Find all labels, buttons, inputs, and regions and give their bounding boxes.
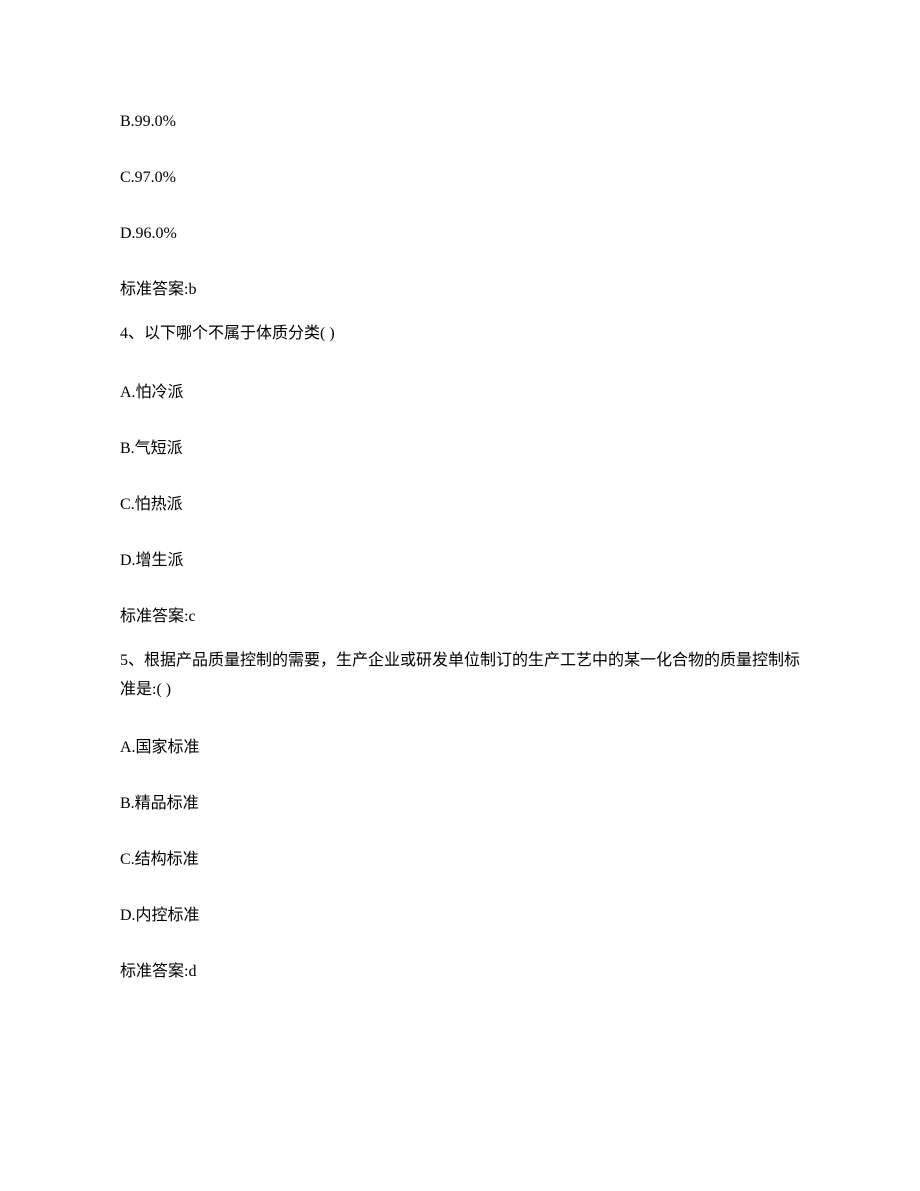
option-d: D.96.0% [120,222,800,246]
option-a: A.国家标准 [120,736,800,760]
answer-label: 标准答案:b [120,278,800,302]
option-d: D.内控标准 [120,904,800,928]
option-b: B.99.0% [120,110,800,134]
question-text: 5、根据产品质量控制的需要，生产企业或研发单位制订的生产工艺中的某一化合物的质量… [120,647,800,705]
option-b: B.气短派 [120,437,800,461]
option-a: A.怕冷派 [120,381,800,405]
answer-label: 标准答案:d [120,960,800,984]
option-c: C.怕热派 [120,493,800,517]
option-d: D.增生派 [120,549,800,573]
question-text: 4、以下哪个不属于体质分类( ) [120,320,800,349]
option-b: B.精品标准 [120,792,800,816]
answer-label: 标准答案:c [120,605,800,629]
option-c: C.97.0% [120,166,800,190]
option-c: C.结构标准 [120,848,800,872]
